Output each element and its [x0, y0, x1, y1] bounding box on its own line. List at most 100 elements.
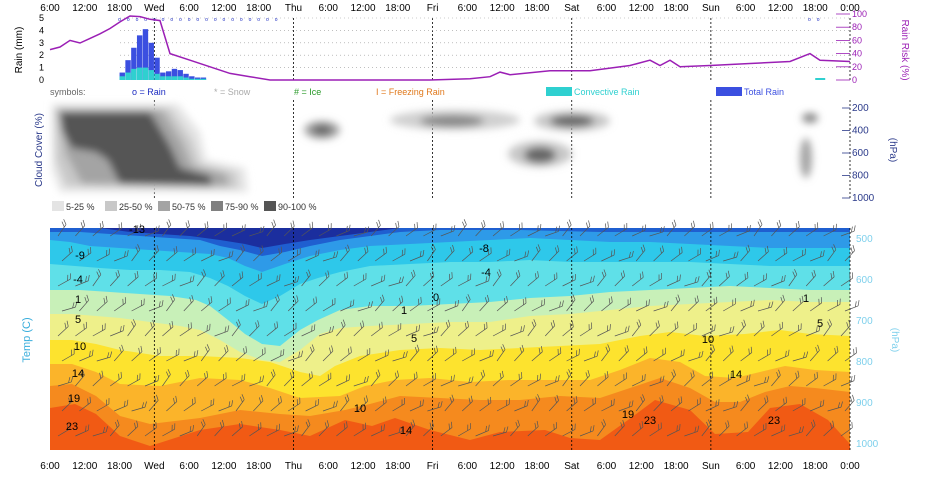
cloud-y-tick: 400: [852, 126, 869, 137]
wind-barb-flag: [82, 219, 86, 226]
wind-barb: [353, 375, 369, 387]
wind-barb-flag: [693, 324, 695, 331]
wind-barb-flag: [490, 247, 492, 254]
wind-barb-flag: [330, 223, 332, 230]
rain-symbol: o: [223, 17, 226, 23]
wind-barb-shaft: [840, 230, 855, 237]
wind-barb-flag: [498, 269, 502, 275]
wind-barb-flag: [850, 397, 853, 403]
wind-barb-flag: [175, 349, 177, 356]
wind-barb: [270, 396, 282, 412]
wind-barb-shaft: [444, 250, 455, 262]
wind-barb: [92, 269, 102, 287]
wind-barb: [723, 400, 739, 412]
wind-barb: [183, 350, 199, 362]
wind-barb-shaft: [301, 424, 311, 437]
wind-barb-shaft: [231, 276, 244, 287]
cloud-cover-legend: 5-25 % 25-50 % 50-75 % 75-90 % 90-100 %: [52, 201, 317, 212]
wind-barb-flag: [161, 300, 164, 307]
wind-barb: [405, 419, 416, 437]
rain-symbol: o: [118, 17, 121, 23]
wind-barb-shaft: [388, 431, 403, 437]
wind-barb-shaft: [827, 249, 837, 262]
rain-y-tick: 4: [39, 25, 44, 35]
wind-barb: [336, 271, 348, 287]
wind-barb-flag: [743, 319, 746, 326]
wind-barb-shaft: [461, 251, 473, 262]
wind-barb-flag: [335, 400, 338, 407]
wind-barb-flag: [731, 223, 732, 230]
wind-barb-shaft: [510, 228, 523, 237]
wind-barb-flag: [340, 321, 344, 328]
wind-barb-flag: [296, 399, 298, 406]
wind-barb: [666, 274, 681, 287]
wind-barb-flag: [154, 376, 157, 382]
wind-barb-shaft: [649, 381, 663, 387]
wind-barb-shaft: [201, 254, 214, 262]
wind-barb-shaft: [688, 301, 699, 312]
wind-barb: [357, 395, 369, 412]
wind-barb-shaft: [840, 325, 851, 337]
wind-barb-flag: [90, 247, 92, 253]
wind-barb-flag: [239, 273, 241, 280]
wind-barb-shaft: [253, 400, 264, 412]
wind-barb-flag: [308, 269, 311, 276]
wind-barb-shaft: [549, 305, 563, 312]
wind-barb: [388, 425, 404, 437]
temp-band: [100, 228, 400, 248]
wind-barb-shaft: [614, 331, 629, 337]
wind-barb: [218, 345, 229, 362]
wind-barb: [409, 399, 424, 412]
wind-barb-flag: [748, 348, 750, 355]
wind-barb-flag: [712, 344, 715, 351]
cloud-legend-swatch: [158, 201, 170, 211]
wind-barb-shaft: [249, 231, 263, 237]
time-label: 6:00: [736, 461, 756, 472]
rain-y-tick: 3: [39, 38, 44, 48]
wind-barb-flag: [659, 376, 662, 383]
wind-barb-flag: [471, 376, 474, 383]
wind-barb-shaft: [545, 231, 559, 237]
wind-barb-shaft: [353, 231, 368, 237]
wind-barb-shaft: [579, 430, 594, 437]
wind-barb-flag: [792, 271, 796, 278]
wind-barb-shaft: [492, 431, 507, 437]
wind-barb-flag: [292, 370, 295, 377]
wind-barb-flag: [404, 248, 406, 255]
wind-barb-flag: [262, 375, 265, 382]
wind-barb-flag: [383, 424, 385, 431]
day-label: Thu: [285, 461, 302, 472]
wind-barb-shaft: [631, 324, 642, 337]
wind-barb: [740, 299, 755, 312]
wind-barb-flag: [450, 226, 453, 233]
wind-barb-shaft: [318, 228, 332, 237]
wind-barb-flag: [666, 300, 669, 307]
wind-barb-flag: [524, 401, 526, 407]
wind-barb-shaft: [305, 404, 319, 412]
wind-barb: [653, 347, 666, 362]
wind-barb: [388, 370, 400, 387]
temp-y-tick: 600: [856, 275, 873, 286]
wind-barb-flag: [525, 297, 527, 304]
wind-barb-shaft: [423, 276, 435, 287]
temp-y-tick: 800: [856, 357, 873, 368]
wind-barb-flag: [385, 246, 387, 253]
wind-barb-flag: [764, 377, 767, 383]
wind-barb-flag: [318, 249, 320, 256]
wind-barb-flag: [208, 298, 210, 304]
wind-barb-flag: [143, 298, 145, 305]
wind-barb-shaft: [392, 253, 406, 262]
wind-barb-flag: [231, 250, 234, 257]
wind-barb-flag: [429, 422, 432, 429]
wind-barb-shaft: [666, 279, 680, 287]
wind-barb: [740, 244, 751, 262]
convective-rain-bar: [183, 77, 189, 80]
wind-barb-shaft: [75, 225, 86, 237]
wind-barb: [805, 269, 816, 287]
wind-barb: [144, 421, 157, 437]
wind-barb-shaft: [183, 253, 196, 262]
wind-barb: [371, 274, 386, 287]
wind-barb-flag: [297, 425, 299, 432]
wind-barb-shaft: [666, 327, 679, 337]
